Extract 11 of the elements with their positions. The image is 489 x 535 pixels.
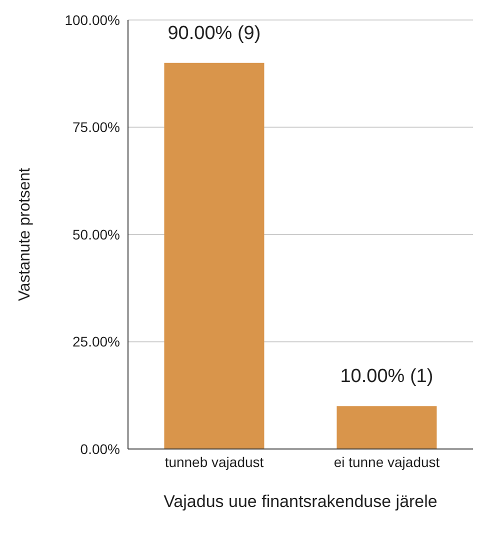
x-tick-label: ei tunne vajadust — [334, 454, 440, 470]
y-tick-label: 25.00% — [72, 334, 120, 350]
y-tick-label: 100.00% — [64, 12, 120, 28]
y-tick-label: 75.00% — [72, 119, 120, 136]
x-axis-title: Vajadus uue finantsrakenduse järele — [164, 492, 438, 511]
x-tick-label: tunneb vajadust — [164, 454, 264, 470]
y-tick-label: 0.00% — [80, 440, 120, 457]
y-axis-title: Vastanute protsent — [16, 167, 34, 302]
data-label: 10.00% (1) — [340, 366, 434, 388]
y-tick-label: 50.00% — [72, 226, 120, 242]
data-label: 90.00% (9) — [168, 22, 261, 44]
